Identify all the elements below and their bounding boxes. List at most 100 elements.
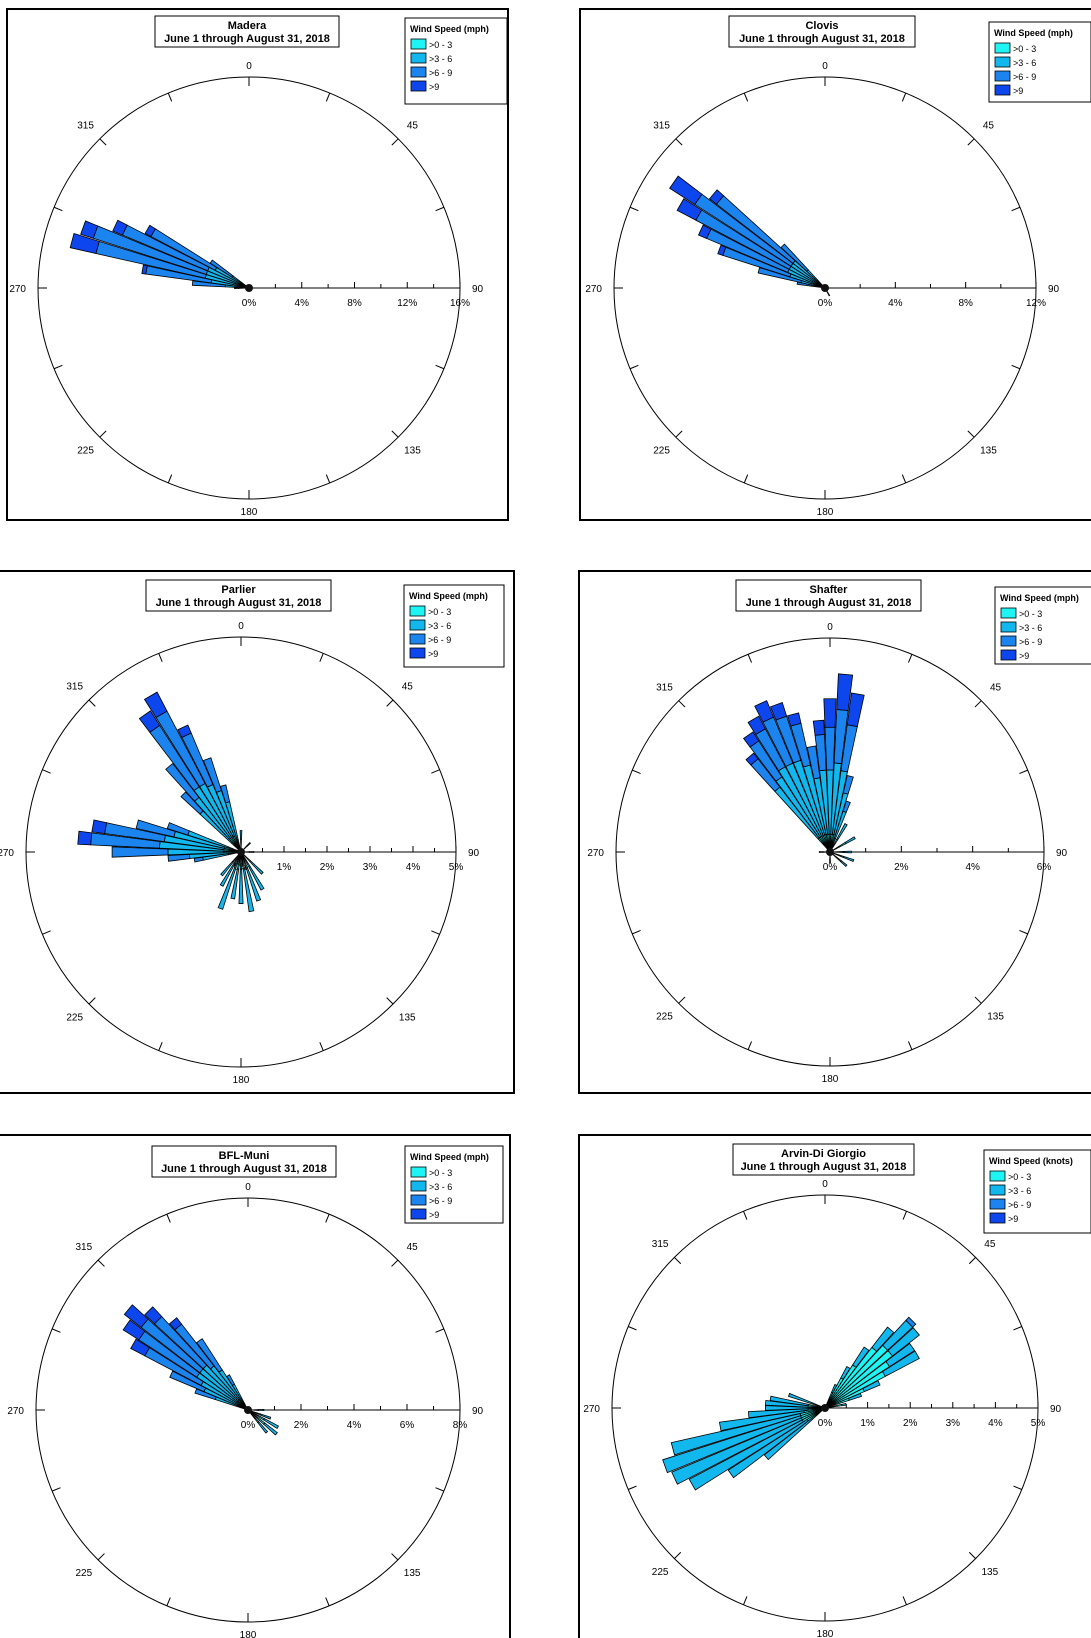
- petal-0: [823, 698, 837, 853]
- compass-tick: [629, 206, 639, 212]
- compass-tick: [391, 138, 399, 146]
- petal-segment: [242, 868, 255, 913]
- legend-label: >3 - 6: [1019, 623, 1042, 633]
- compass-label-45: 45: [984, 1239, 996, 1250]
- petal-35: [824, 1346, 870, 1409]
- compass-label-0: 0: [245, 1182, 251, 1193]
- compass-tick: [1019, 929, 1028, 935]
- compass-tick: [167, 474, 173, 484]
- petal-170: [240, 851, 255, 913]
- radial-tick-label: 4%: [965, 862, 980, 873]
- petal-5: [829, 673, 854, 853]
- petal-segment: [165, 762, 200, 802]
- title-box: [145, 579, 332, 612]
- compass-label-45: 45: [402, 682, 414, 693]
- compass-label-180: 180: [240, 1630, 257, 1638]
- compass-tick: [325, 92, 331, 102]
- legend-swatch: [410, 1194, 427, 1206]
- petal-segment: [826, 291, 831, 297]
- compass-tick: [325, 474, 331, 484]
- petal-segment: [168, 1317, 183, 1331]
- legend-swatch: [410, 1208, 427, 1220]
- legend-title: Wind Speed (mph): [409, 591, 488, 601]
- petal-325: [138, 710, 242, 853]
- petal-130: [247, 1409, 278, 1436]
- legend-label: >9: [429, 1210, 439, 1220]
- compass-label-315: 315: [66, 682, 83, 693]
- compass-tick: [51, 1328, 61, 1333]
- legend-label: >0 - 3: [429, 1168, 452, 1178]
- compass-tick: [901, 92, 907, 102]
- legend-title: Wind Speed (mph): [1000, 593, 1079, 603]
- petal-segment: [670, 1413, 802, 1456]
- petal-segment: [676, 198, 703, 221]
- legend-swatch: [1000, 621, 1017, 633]
- compass-tick: [974, 700, 982, 708]
- calm-center: [821, 284, 829, 292]
- petal-segment: [662, 1415, 802, 1474]
- compass-tick: [901, 474, 907, 484]
- compass-label-0: 0: [827, 622, 833, 633]
- radial-tick-label: 1%: [277, 862, 292, 873]
- legend-label: >0 - 3: [429, 40, 452, 50]
- petal-segment: [166, 822, 190, 836]
- compass-tick: [99, 430, 107, 438]
- legend-swatch: [410, 1180, 427, 1192]
- legend-label: >9: [1019, 651, 1029, 661]
- radial-tick-label: 5%: [449, 862, 464, 873]
- compass-label-45: 45: [407, 121, 419, 132]
- title-box: [151, 1145, 337, 1178]
- compass-label-225: 225: [656, 1012, 673, 1023]
- petal-segment: [220, 860, 234, 877]
- petal-80: [824, 1402, 847, 1409]
- petal-segment: [671, 1417, 803, 1485]
- wind-rose-panel-2: 0 45 90 135 180 225 270 315 0% 4% 8% 12% ClovisJune …: [579, 8, 1091, 521]
- petal-0: [239, 830, 243, 853]
- compass-tick: [902, 1596, 907, 1605]
- petal-segment: [846, 692, 865, 728]
- radial-tick-label: 0%: [818, 298, 833, 309]
- compass-label-45: 45: [407, 1242, 419, 1253]
- compass-tick: [325, 1597, 330, 1607]
- petal-40: [824, 1326, 895, 1409]
- compass-tick: [431, 930, 440, 935]
- compass-label-225: 225: [653, 445, 670, 456]
- compass-tick: [967, 138, 975, 146]
- petal-290: [166, 822, 242, 853]
- petal-segment: [697, 224, 712, 239]
- compass-tick: [674, 1551, 682, 1559]
- legend-title: Wind Speed (mph): [994, 28, 1073, 38]
- compass-label-90: 90: [1050, 1404, 1062, 1415]
- legend-label: >0 - 3: [1019, 609, 1042, 619]
- petal-segment: [122, 1319, 146, 1341]
- petal-segment: [688, 1419, 804, 1491]
- legend-label: >3 - 6: [429, 54, 452, 64]
- radial-tick-label: 3%: [363, 862, 378, 873]
- compass-tick: [974, 996, 982, 1004]
- petal-210: [219, 851, 242, 887]
- legend-swatch: [994, 84, 1011, 96]
- petal-segment: [747, 715, 766, 735]
- compass-tick: [435, 364, 445, 370]
- petal-90: [240, 851, 255, 853]
- compass-label-180: 180: [822, 1074, 839, 1085]
- legend-swatch: [409, 633, 426, 645]
- compass-tick: [968, 1551, 976, 1559]
- legend-label: >0 - 3: [428, 607, 451, 617]
- petal-segment: [257, 1421, 269, 1434]
- compass-label-225: 225: [76, 1568, 93, 1579]
- petal-segment: [69, 232, 100, 254]
- compass-label-225: 225: [652, 1567, 669, 1578]
- petal-segment: [885, 1342, 916, 1368]
- compass-label-270: 270: [7, 1406, 24, 1417]
- petal-segment: [882, 1350, 920, 1377]
- petal-segment: [143, 691, 168, 719]
- legend-swatch: [989, 1212, 1006, 1224]
- petal-segment: [836, 823, 848, 841]
- legend-label: >9: [1008, 1214, 1018, 1224]
- petal-segment: [130, 1338, 150, 1357]
- petal-120: [247, 1409, 280, 1429]
- compass-tick: [1011, 364, 1021, 370]
- petal-segment: [852, 1346, 870, 1368]
